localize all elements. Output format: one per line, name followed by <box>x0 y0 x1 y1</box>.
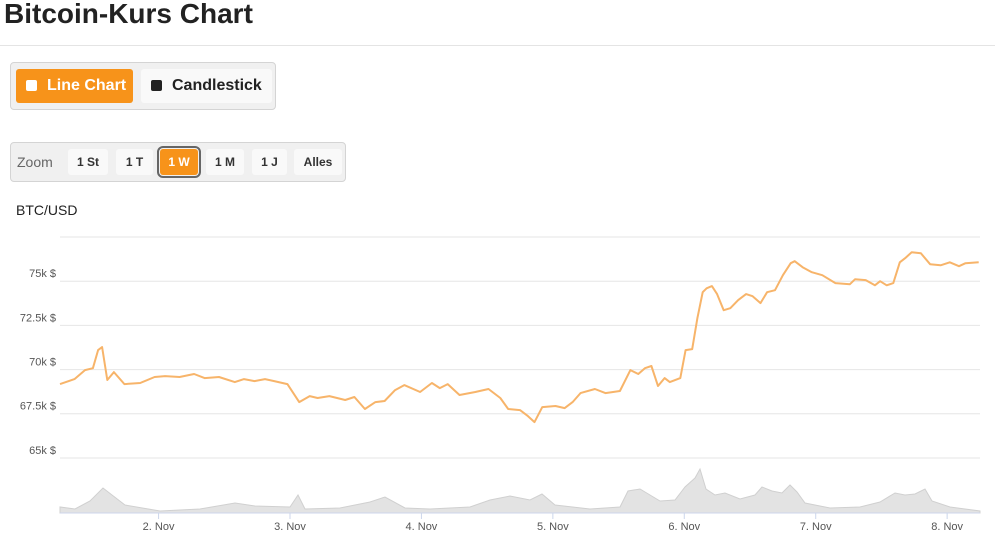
price-line <box>59 251 979 424</box>
x-tick-label: 8. Nov <box>931 521 963 533</box>
page-title: Bitcoin-Kurs Chart <box>4 0 253 29</box>
x-tick-label: 4. Nov <box>406 521 438 533</box>
tab-label: Line Chart <box>47 77 127 94</box>
tab-label: Candlestick <box>172 77 262 94</box>
tab[interactable]: Candlestick <box>141 69 272 103</box>
divider <box>0 45 995 46</box>
y-tick-label: 67.5k $ <box>20 401 56 413</box>
y-tick-label: 70k $ <box>29 356 56 368</box>
x-tick-label: 2. Nov <box>143 521 175 533</box>
zoom-button[interactable]: 1 J <box>252 149 287 175</box>
zoom-button[interactable]: 1 St <box>68 149 108 175</box>
zoom-button[interactable]: 1 W <box>157 146 201 178</box>
y-tick-label: 75k $ <box>29 268 56 280</box>
zoom-label: Zoom <box>17 154 53 170</box>
y-axis-label: BTC/USD <box>16 202 78 218</box>
chart: 65k $ 67.5k $ 70k $ 72.5k $ 75k $ 2. Nov 3. No… <box>20 236 981 533</box>
chart-type-tabs: Line Chart Candlestick <box>10 62 276 110</box>
x-tick-label: 7. Nov <box>800 521 832 533</box>
tab[interactable]: Line Chart <box>16 69 133 103</box>
x-tick-label: 3. Nov <box>274 521 306 533</box>
y-tick-label: 72.5k $ <box>20 312 56 324</box>
zoom-button[interactable]: Alles <box>294 149 342 175</box>
zoom-bar: Zoom 1 St 1 T 1 W 1 M 1 J Alles <box>10 142 346 182</box>
y-tick-label: 65k $ <box>29 445 56 457</box>
zoom-button[interactable]: 1 M <box>206 149 244 175</box>
x-tick-label: 6. Nov <box>668 521 700 533</box>
zoom-button[interactable]: 1 T <box>116 149 153 175</box>
x-tick-label: 5. Nov <box>537 521 569 533</box>
volume-area <box>59 467 981 514</box>
